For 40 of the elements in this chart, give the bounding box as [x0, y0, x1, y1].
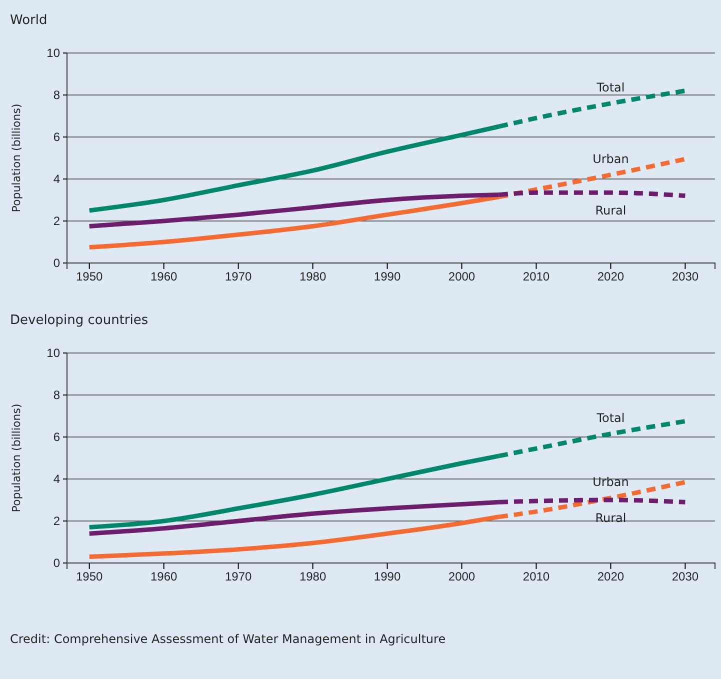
series-label: Urban: [592, 474, 629, 489]
x-tick-label: 1960: [150, 270, 178, 284]
y-tick-label: 8: [53, 88, 60, 102]
y-tick-label: 8: [53, 388, 60, 402]
y-tick-label: 2: [53, 214, 60, 228]
y-tick-label: 2: [53, 514, 60, 528]
y-tick-label: 6: [53, 130, 60, 144]
x-tick-label: 1970: [224, 270, 252, 284]
series-label: Total: [596, 80, 625, 94]
x-tick-label: 1990: [374, 270, 401, 284]
y-axis-title: Population (billions): [10, 104, 23, 212]
x-tick-label: 2000: [448, 570, 476, 584]
x-tick-label: 2010: [522, 570, 550, 584]
x-tick-label: 1960: [150, 570, 178, 584]
y-tick-label: 4: [53, 472, 60, 486]
x-tick-label: 2020: [597, 570, 624, 584]
x-tick-label: 1990: [374, 570, 401, 584]
x-tick-label: 2030: [672, 570, 699, 584]
x-tick-label: 1950: [76, 570, 104, 584]
chart-title: Developing countries: [10, 313, 148, 328]
y-axis-title: Population (billions): [10, 404, 23, 512]
x-tick-label: 2020: [597, 270, 624, 284]
chart-title: World: [10, 13, 48, 28]
text: Credit: Comprehensive Assessment of Water Management in Agriculture: [10, 632, 446, 646]
y-tick-label: 0: [53, 556, 60, 570]
x-tick-label: 1980: [299, 270, 326, 284]
y-tick-label: 10: [46, 46, 60, 60]
y-tick-label: 10: [46, 346, 60, 360]
series-label: Urban: [592, 152, 629, 166]
series-label: Total: [596, 410, 625, 425]
x-tick-label: 2030: [672, 270, 699, 284]
x-tick-label: 2000: [448, 270, 476, 284]
x-tick-label: 1970: [224, 570, 252, 584]
series-label: Rural: [595, 204, 626, 218]
y-tick-label: 4: [53, 172, 60, 186]
x-tick-label: 2010: [522, 270, 550, 284]
y-tick-label: 6: [53, 430, 60, 444]
x-tick-label: 1950: [76, 270, 104, 284]
x-tick-label: 1980: [299, 570, 326, 584]
y-tick-label: 0: [53, 256, 60, 270]
